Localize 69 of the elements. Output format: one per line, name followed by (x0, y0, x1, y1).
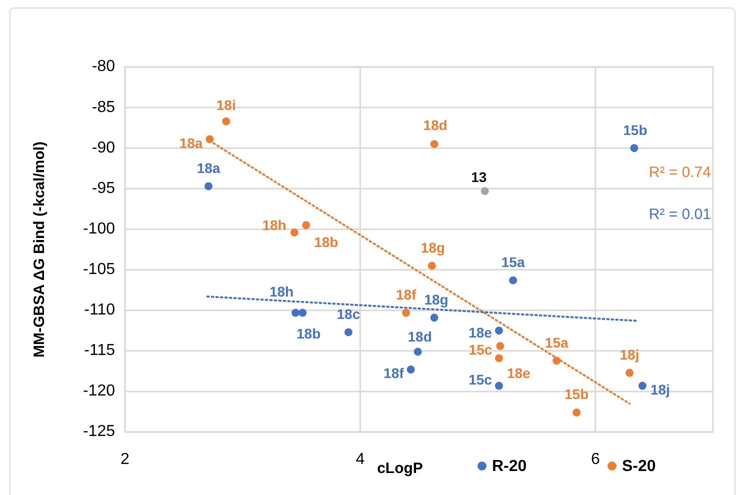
point (552, 356, 561, 365)
annotation: 15b (623, 122, 648, 138)
annotation: 18d (408, 328, 432, 344)
annotation: R² = 0.01 (648, 206, 711, 223)
point (630, 144, 638, 152)
point (290, 228, 298, 236)
y-tick-label: -110 (84, 302, 116, 319)
point (572, 408, 581, 417)
point (494, 354, 503, 362)
point (428, 262, 436, 270)
point (430, 314, 438, 322)
point (626, 368, 634, 377)
annotation: 18g (424, 291, 448, 308)
point (494, 326, 503, 335)
point (204, 182, 212, 190)
point (430, 140, 438, 148)
annotation: 18a (179, 134, 203, 151)
annotation: 18c (336, 306, 360, 322)
x-tick-label: 2 (120, 451, 130, 468)
y-tick-label: -90 (92, 139, 116, 156)
point (509, 276, 518, 284)
y-tick-label: -100 (82, 220, 116, 238)
y-tick-label: -125 (82, 423, 116, 440)
y-tick-label: -115 (84, 342, 116, 360)
y-tick-label: -80 (92, 58, 116, 76)
y-axis-title: MM-GBSA ΔG Bind (-kcal/mol) (30, 141, 48, 358)
y-tick-label: -120 (82, 382, 116, 400)
annotation: 13 (471, 168, 487, 185)
legend-label: R-20 (492, 458, 527, 476)
annotation: 18f (384, 365, 404, 382)
point (638, 382, 646, 390)
x-tick-label: 4 (356, 451, 365, 468)
point (292, 308, 300, 317)
annotation: 18b (296, 325, 321, 342)
y-tick-label: -85 (92, 98, 116, 116)
point (344, 328, 352, 336)
annotation: 15b (564, 386, 589, 402)
y-tick-label: -95 (92, 180, 116, 197)
point (402, 308, 410, 317)
annotation: 18g (420, 239, 445, 256)
y-tick-label: -105 (82, 260, 116, 278)
point (414, 348, 422, 356)
annotation: 15c (468, 342, 492, 358)
annotation: 18f (396, 286, 417, 302)
x-tick-label: 6 (590, 451, 600, 468)
annotation: 18i (216, 97, 236, 114)
point (496, 342, 504, 350)
point (480, 187, 489, 196)
annotation: 15c (468, 371, 492, 388)
legend-label: S-20 (622, 458, 656, 476)
annotation: 18a (196, 160, 220, 176)
point (298, 308, 307, 317)
x-axis-title: cLogP (377, 460, 423, 477)
annotation: 18j (620, 346, 640, 362)
annotation: 18e (468, 324, 492, 340)
annotation: R² = 0.74 (648, 164, 711, 181)
point (406, 366, 415, 374)
point (206, 135, 214, 144)
annotation: 18j (650, 381, 670, 398)
point (222, 117, 230, 126)
annotation: 18b (314, 234, 338, 250)
annotation: 18h (269, 283, 294, 300)
point (302, 221, 310, 230)
annotation: 15a (501, 254, 525, 270)
annotation: 18d (423, 116, 448, 133)
point (494, 382, 503, 390)
annotation: 18e (506, 364, 531, 381)
annotation: 18h (262, 217, 286, 234)
annotation: 15a (544, 334, 568, 350)
